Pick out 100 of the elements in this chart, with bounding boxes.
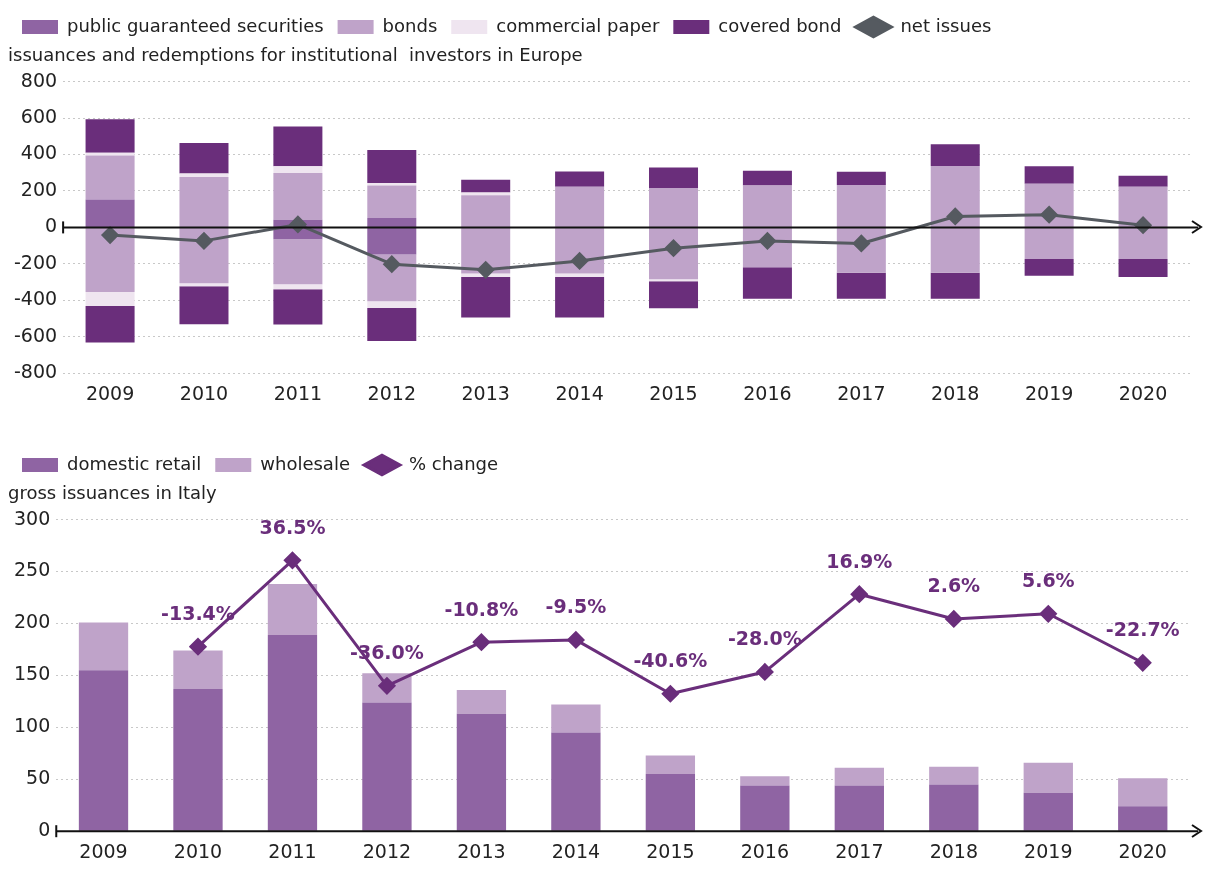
bar xyxy=(273,126,323,167)
bar xyxy=(742,170,792,186)
point xyxy=(661,685,679,703)
data-label: -28.0% xyxy=(727,627,802,650)
x-tick-label: 2011 xyxy=(268,839,317,862)
bar xyxy=(267,634,318,831)
chart-title: gross issuances in Italy xyxy=(8,482,218,504)
bar xyxy=(456,713,507,831)
bar xyxy=(85,119,135,153)
y-tick-label: 50 xyxy=(26,766,51,789)
bar xyxy=(1023,792,1073,831)
x-tick-label: 2010 xyxy=(179,381,229,404)
bar xyxy=(551,704,601,733)
point xyxy=(850,585,868,603)
bar xyxy=(555,171,605,187)
bar xyxy=(555,186,605,227)
bar xyxy=(367,149,417,183)
point xyxy=(571,252,589,270)
bar xyxy=(179,286,229,325)
bar xyxy=(273,289,323,325)
y-tick-label: -200 xyxy=(14,250,58,273)
bar xyxy=(367,185,417,219)
bar xyxy=(179,283,229,287)
bar xyxy=(1024,259,1074,276)
bar xyxy=(1118,227,1168,260)
legend-label: wholesale xyxy=(260,452,350,474)
bar xyxy=(461,195,511,227)
bar xyxy=(649,167,699,189)
point xyxy=(283,551,301,569)
y-tick-label: 150 xyxy=(14,662,51,685)
bar xyxy=(740,776,790,786)
chart-title: issuances and redemptions for institutional investors in Europe xyxy=(8,44,583,66)
bar xyxy=(85,199,135,227)
legend-label: % change xyxy=(408,452,499,474)
bar xyxy=(179,227,229,284)
point xyxy=(101,226,119,244)
point xyxy=(383,255,401,273)
bar xyxy=(742,267,792,299)
point xyxy=(477,261,495,279)
bar xyxy=(740,785,790,831)
bar xyxy=(367,227,417,255)
x-tick-label: 2013 xyxy=(457,839,506,862)
bar xyxy=(1024,227,1074,260)
point xyxy=(567,631,585,649)
bar xyxy=(362,702,412,831)
bar xyxy=(1118,186,1168,227)
data-label: -22.7% xyxy=(1105,618,1180,641)
y-tick-label: -800 xyxy=(14,360,58,383)
bar xyxy=(1118,175,1168,187)
bar xyxy=(834,767,884,786)
x-tick-label: 2011 xyxy=(273,381,323,404)
bar xyxy=(1118,806,1168,831)
bar xyxy=(649,281,699,309)
x-tick-label: 2018 xyxy=(931,381,980,404)
bar xyxy=(173,688,223,831)
data-label: 2.6% xyxy=(927,574,981,597)
bar xyxy=(649,188,699,227)
data-label: -10.8% xyxy=(444,597,519,620)
point xyxy=(189,638,207,656)
y-tick-label: 200 xyxy=(20,177,58,200)
x-tick-label: 2020 xyxy=(1118,381,1168,404)
bar xyxy=(836,184,886,227)
bar xyxy=(85,291,135,306)
x-tick-label: 2009 xyxy=(85,381,135,404)
legend-label: commercial paper xyxy=(496,14,660,36)
bar xyxy=(456,689,507,714)
bar xyxy=(461,276,511,318)
x-tick-label: 2015 xyxy=(649,381,698,404)
bar xyxy=(834,785,884,831)
x-tick-label: 2017 xyxy=(835,839,884,862)
point xyxy=(195,232,213,250)
x-tick-label: 2015 xyxy=(646,839,695,862)
x-tick-label: 2016 xyxy=(740,839,790,862)
x-tick-label: 2010 xyxy=(173,839,223,862)
bar xyxy=(555,276,605,318)
bar xyxy=(1023,762,1073,793)
point xyxy=(945,610,963,628)
bar xyxy=(273,239,323,285)
point xyxy=(756,663,774,681)
bar xyxy=(85,305,135,343)
x-tick-label: 2012 xyxy=(362,839,412,862)
bar xyxy=(836,171,886,185)
y-tick-label: 300 xyxy=(14,506,51,529)
bar xyxy=(461,179,511,193)
x-tick-label: 2018 xyxy=(929,839,978,862)
data-label: 5.6% xyxy=(1021,569,1075,592)
point xyxy=(1134,654,1152,672)
y-tick-label: 100 xyxy=(14,714,51,737)
point xyxy=(1039,605,1057,623)
bar xyxy=(273,284,323,290)
bar xyxy=(273,173,323,220)
bar xyxy=(836,272,886,299)
y-tick-label: 600 xyxy=(20,104,58,127)
legend-label: bonds xyxy=(382,14,438,36)
y-tick-label: -600 xyxy=(14,323,58,346)
y-tick-label: 200 xyxy=(14,610,51,633)
bar xyxy=(929,784,979,831)
legend-label: net issues xyxy=(900,14,992,36)
x-tick-label: 2017 xyxy=(837,381,886,404)
y-tick-label: 400 xyxy=(20,141,58,164)
